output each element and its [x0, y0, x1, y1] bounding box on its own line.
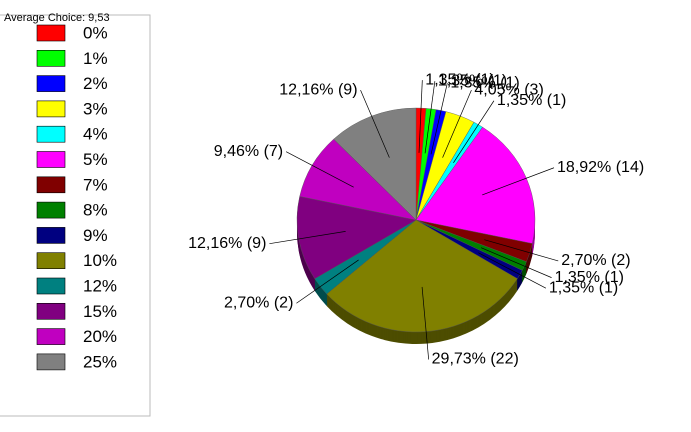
legend-swatch — [36, 227, 66, 244]
leader-line — [430, 83, 448, 155]
legend-swatch — [36, 201, 66, 219]
legend-swatch — [36, 24, 66, 42]
data-label: 9,46% (7) — [214, 143, 283, 160]
legend-frame — [0, 14, 151, 417]
legend-label: 8% — [83, 201, 108, 220]
legend-label: 7% — [83, 175, 108, 194]
data-label: 1,35% (1) — [549, 279, 618, 296]
legend-swatch — [36, 302, 66, 320]
data-label: 29,73% (22) — [432, 351, 519, 368]
leader-line — [360, 89, 390, 158]
leader-line — [453, 100, 495, 163]
leader-line — [269, 231, 346, 245]
legend-label: 12% — [83, 276, 117, 295]
leader-line — [478, 252, 547, 289]
leader-line — [442, 89, 472, 158]
leader-line — [418, 80, 423, 153]
legend-label: 20% — [83, 327, 117, 346]
legend-label: 5% — [83, 150, 108, 169]
data-label: 4,05% (3) — [474, 81, 543, 98]
legend-label: 25% — [83, 352, 117, 371]
leader-line — [480, 247, 552, 278]
leader-line — [296, 259, 359, 304]
chart-title: Average Choice: 9,53 — [4, 12, 110, 24]
legend-label: 1% — [83, 49, 108, 68]
leader-line — [484, 239, 559, 262]
data-label: 1,35% (1) — [438, 72, 507, 89]
data-label: 12,16% (9) — [279, 81, 357, 98]
legend-swatch — [36, 176, 66, 194]
legend-swatch — [36, 151, 66, 168]
legend-label: 4% — [83, 125, 108, 144]
data-label: 2,70% (2) — [561, 252, 630, 269]
legend-swatch — [36, 328, 66, 345]
leader-line — [482, 167, 555, 196]
leader-line — [424, 81, 436, 154]
legend-label: 9% — [83, 226, 108, 245]
legend-swatch — [36, 49, 66, 67]
leader-line — [285, 151, 354, 188]
data-label: 12,16% (9) — [188, 235, 266, 252]
data-label: 1,35% (1) — [450, 74, 519, 91]
data-label: 1,35% (1) — [497, 92, 566, 109]
legend-label: 0% — [83, 23, 108, 42]
legend-swatch — [36, 353, 66, 371]
legend-label: 3% — [83, 99, 108, 118]
legend-swatch — [36, 125, 66, 143]
legend-label: 2% — [83, 74, 108, 93]
legend-label: 15% — [83, 302, 117, 321]
data-label: 1,35% (1) — [425, 71, 494, 88]
legend-label: 10% — [83, 251, 117, 270]
legend-swatch — [36, 277, 66, 295]
legend-swatch — [36, 252, 66, 269]
legend-swatch — [36, 75, 66, 92]
legend-swatch — [36, 100, 66, 118]
data-label: 1,35% (1) — [555, 269, 624, 286]
leader-line — [421, 286, 429, 360]
data-label: 2,70% (2) — [224, 294, 293, 311]
data-label: 18,92% (14) — [557, 159, 644, 176]
